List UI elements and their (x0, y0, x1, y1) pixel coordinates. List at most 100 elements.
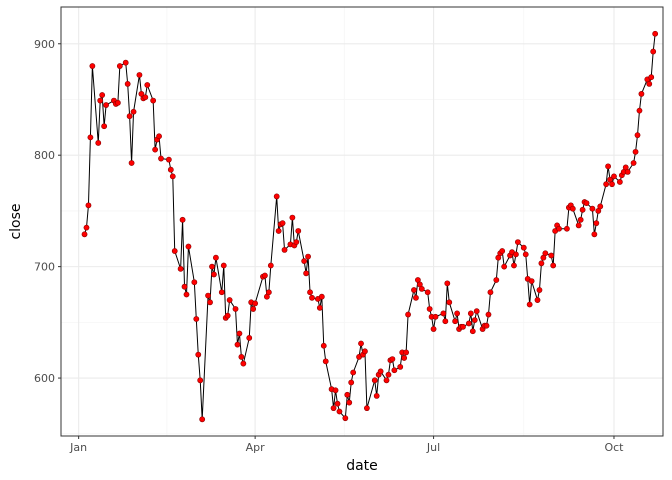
data-point (295, 228, 302, 234)
data-point (383, 377, 390, 384)
data-point (238, 353, 245, 360)
x-tick-label: Apr (246, 441, 266, 454)
data-point (446, 299, 453, 306)
data-point (350, 369, 357, 376)
data-point (373, 392, 380, 399)
data-point (85, 202, 92, 209)
data-point (483, 322, 490, 329)
data-point (218, 289, 225, 296)
data-point (97, 97, 104, 104)
data-point (262, 272, 268, 279)
data-point (177, 265, 184, 272)
data-point (526, 301, 533, 308)
data-point (234, 341, 241, 348)
data-point (226, 297, 233, 303)
data-point (103, 102, 109, 108)
data-point (122, 59, 129, 66)
data-point (252, 300, 259, 307)
data-point (650, 48, 657, 55)
data-point (630, 160, 637, 166)
data-point (101, 123, 108, 130)
data-point (130, 108, 137, 115)
data-point (246, 335, 253, 341)
data-point (401, 355, 408, 361)
data-point (342, 415, 349, 422)
data-point (597, 203, 604, 210)
data-point (114, 99, 121, 106)
y-tick-label: 600 (34, 372, 55, 385)
data-point (501, 263, 508, 270)
data-point (648, 74, 655, 81)
data-point (467, 310, 474, 317)
data-point (593, 220, 600, 227)
data-point (442, 318, 449, 325)
data-point (171, 248, 178, 254)
data-point (473, 308, 480, 315)
data-point (444, 280, 451, 287)
x-tick-label: Jan (69, 441, 87, 454)
data-point (377, 368, 384, 375)
data-point (363, 405, 370, 412)
data-point (485, 311, 492, 318)
data-point (385, 371, 392, 378)
data-point (224, 312, 231, 319)
data-point (232, 306, 239, 312)
data-point (452, 318, 459, 325)
data-point (152, 146, 159, 153)
data-point (548, 252, 555, 259)
data-point (116, 63, 123, 69)
data-point (334, 400, 341, 407)
data-point (605, 163, 611, 170)
data-point (609, 181, 615, 188)
y-tick-label: 700 (34, 261, 55, 274)
data-point (169, 173, 176, 180)
data-point (81, 231, 88, 238)
data-point (156, 133, 162, 140)
data-point (240, 360, 247, 367)
data-point (207, 299, 213, 306)
data-point (371, 377, 378, 384)
x-tick-label: Oct (604, 441, 624, 454)
data-point (250, 306, 257, 312)
data-point (348, 379, 355, 386)
data-point (487, 289, 494, 296)
data-point (195, 351, 202, 358)
data-point (391, 367, 398, 374)
x-axis-title: date (346, 458, 378, 474)
data-point (418, 286, 425, 292)
data-point (471, 317, 478, 324)
data-point (346, 399, 353, 406)
data-point (536, 287, 543, 293)
data-point (454, 310, 460, 317)
data-point (330, 405, 337, 412)
data-point (589, 205, 596, 212)
data-point (209, 263, 215, 270)
data-point (522, 251, 529, 258)
data-point (167, 166, 174, 173)
data-point (403, 349, 410, 356)
data-point (281, 247, 288, 253)
data-point (430, 326, 437, 332)
data-point (87, 134, 94, 141)
data-point (236, 330, 243, 337)
data-point (616, 179, 623, 185)
data-point (583, 200, 590, 207)
data-point (320, 342, 327, 349)
data-point (413, 294, 419, 301)
data-point (358, 340, 364, 347)
y-tick-label: 900 (34, 38, 55, 51)
data-point (513, 251, 519, 258)
data-point (556, 225, 562, 232)
data-point (432, 313, 439, 320)
data-point (493, 277, 500, 283)
data-point (636, 107, 643, 114)
data-point (646, 80, 653, 87)
data-point (197, 377, 204, 384)
data-point (397, 364, 404, 370)
y-axis-title: close (8, 203, 24, 239)
data-point (624, 169, 631, 175)
data-point (220, 262, 227, 269)
x-tick-label: Jul (426, 441, 440, 454)
series-line (84, 33, 656, 420)
data-point (273, 193, 280, 200)
